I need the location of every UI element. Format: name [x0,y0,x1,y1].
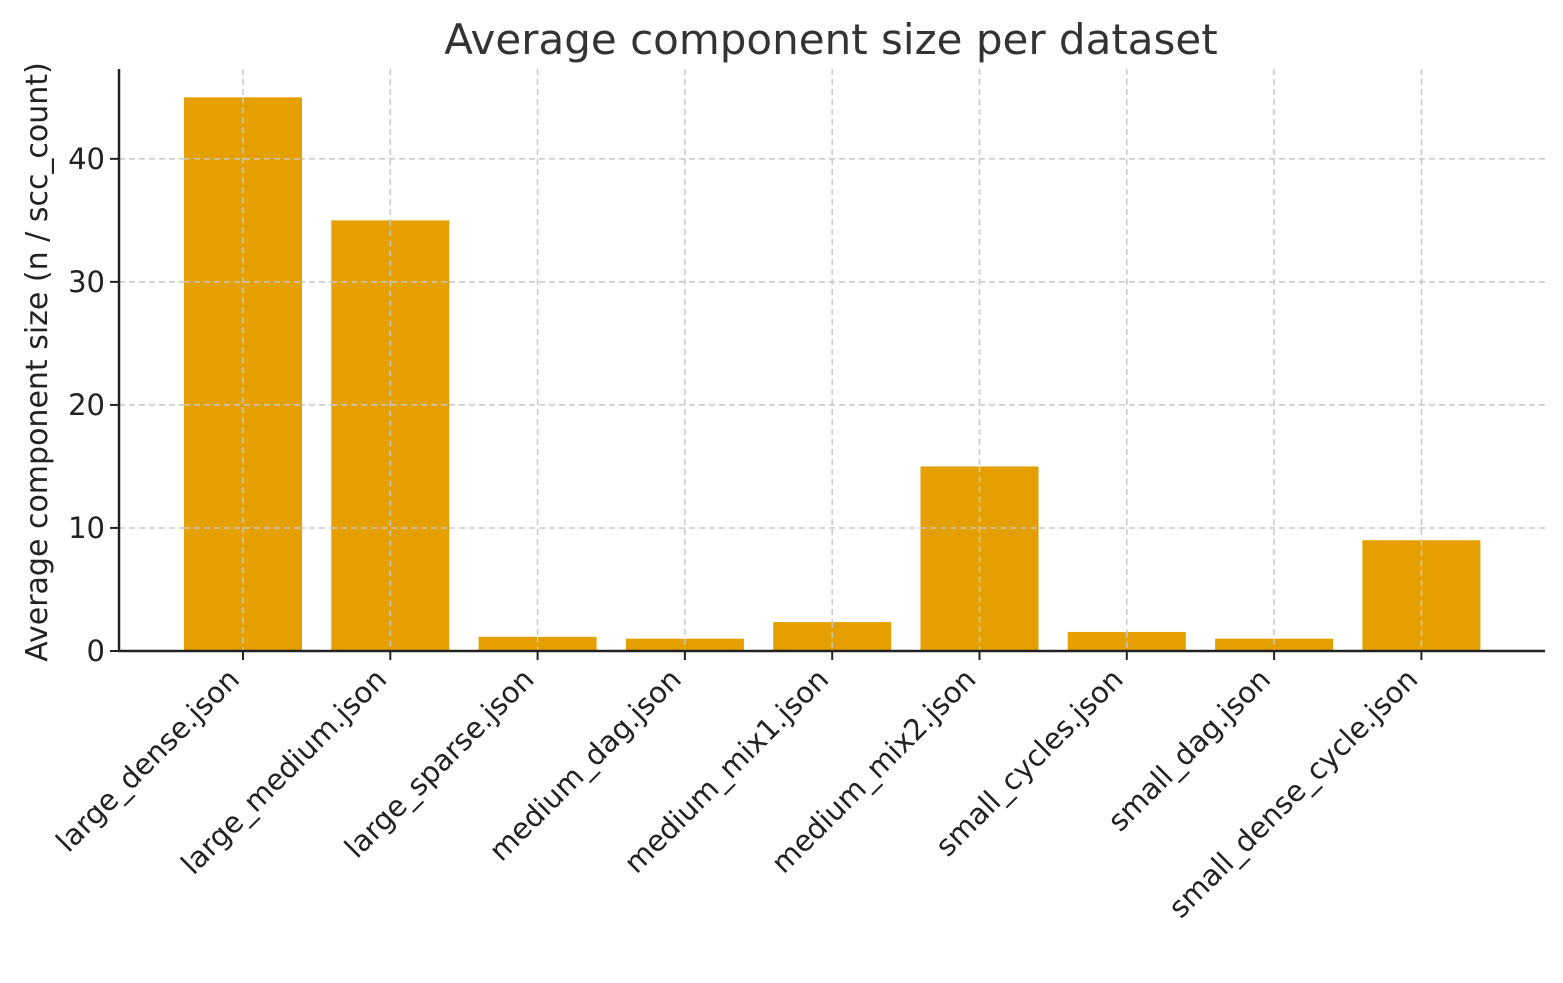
y-tick-label: 40 [68,142,105,176]
chart-title: Average component size per dataset [444,15,1217,64]
y-tick-label: 30 [68,265,105,299]
bar-small-dag-json [1215,638,1334,651]
bar-medium-dag-json [625,638,744,651]
y-axis-label: Average component size (n / scc_count) [20,62,55,662]
y-tick-label: 0 [87,634,105,668]
bar-small-cycles-json [1067,631,1186,651]
bars [184,97,1481,651]
bar-large-sparse-json [478,636,597,651]
y-tick-label: 10 [68,511,105,545]
x-tick-label: small_dense_cycle.json [1162,662,1425,925]
y-tick-label: 20 [68,388,105,422]
